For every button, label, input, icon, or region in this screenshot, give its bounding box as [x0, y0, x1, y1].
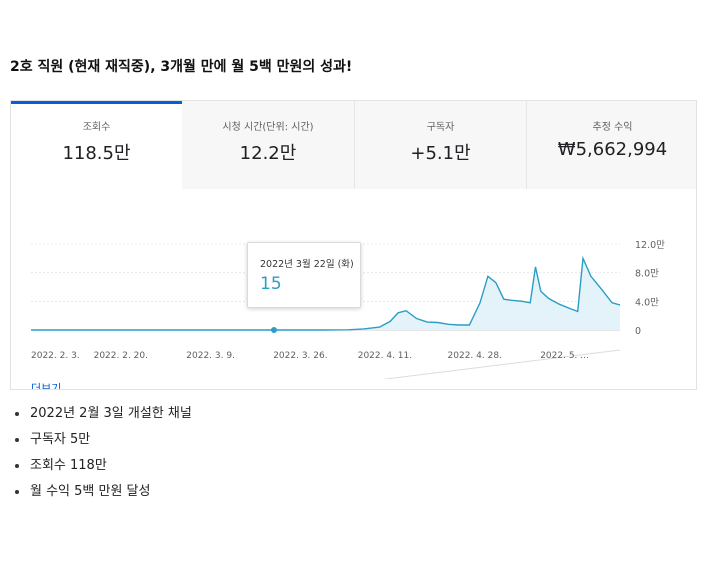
list-item: 구독자 5만: [0, 430, 192, 456]
x-tick-label: 2022. 2. 20.: [94, 351, 148, 361]
y-tick-label: 4.0만: [635, 297, 659, 308]
list-item: 2022년 2월 3일 개설한 채널: [0, 404, 192, 430]
tab-revenue[interactable]: 추정 수익 ₩5,662,994: [526, 101, 696, 189]
series-area: [31, 258, 620, 330]
tab-subscribers-value: +5.1만: [410, 143, 471, 164]
x-tick-label: 2022. 5. ...: [540, 351, 589, 361]
tab-subscribers-label: 구독자: [426, 122, 455, 133]
x-tick-label: 2022. 3. 26.: [273, 351, 327, 361]
page-heading: 2호 직원 (현재 재직중), 3개월 만에 월 5백 만원의 성과!: [10, 59, 353, 75]
x-tick-label: 2022. 2. 3.: [31, 351, 80, 361]
metric-tabs: 조회수 118.5만 시청 시간(단위: 시간) 12.2만 구독자 +5.1만…: [11, 101, 696, 189]
chart-tooltip: 2022년 3월 22일 (화) 15: [247, 242, 361, 308]
list-item: 조회수 118만: [0, 456, 192, 482]
list-item: 월 수익 5백 만원 달성: [0, 482, 192, 508]
analytics-card: 조회수 118.5만 시청 시간(단위: 시간) 12.2만 구독자 +5.1만…: [10, 100, 697, 390]
tab-revenue-value: ₩5,662,994: [557, 139, 668, 160]
series-line: [31, 255, 621, 331]
tab-views-value: 118.5만: [62, 143, 131, 164]
tooltip-date: 2022년 3월 22일 (화): [260, 259, 354, 270]
y-tick-label: 12.0만: [635, 240, 665, 251]
tab-views-label: 조회수: [82, 122, 111, 133]
x-tick-label: 2022. 3. 9.: [186, 351, 235, 361]
tab-subscribers[interactable]: 구독자 +5.1만: [354, 101, 526, 189]
tooltip-value: 15: [260, 274, 282, 294]
tab-watch-time[interactable]: 시청 시간(단위: 시간) 12.2만: [182, 101, 354, 189]
summary-list: 2022년 2월 3일 개설한 채널 구독자 5만 조회수 118만 월 수익 …: [0, 404, 192, 508]
x-axis-line: [381, 349, 621, 379]
tab-watch-time-value: 12.2만: [239, 143, 297, 164]
tab-revenue-label: 추정 수익: [592, 122, 633, 133]
views-chart[interactable]: 12.0만 8.0만 4.0만 0 2022. 2. 3. 2022. 2. 20. 202…: [11, 189, 697, 379]
x-tick-label: 2022. 4. 28.: [448, 351, 502, 361]
x-tick-label: 2022. 4. 11.: [358, 351, 412, 361]
tab-views[interactable]: 조회수 118.5만: [11, 101, 182, 189]
highlight-point: [270, 326, 277, 333]
y-tick-label: 8.0만: [635, 269, 659, 280]
y-tick-label: 0: [635, 326, 641, 337]
more-link[interactable]: 더보기: [31, 382, 62, 390]
tab-watch-time-label: 시청 시간(단위: 시간): [222, 122, 314, 133]
